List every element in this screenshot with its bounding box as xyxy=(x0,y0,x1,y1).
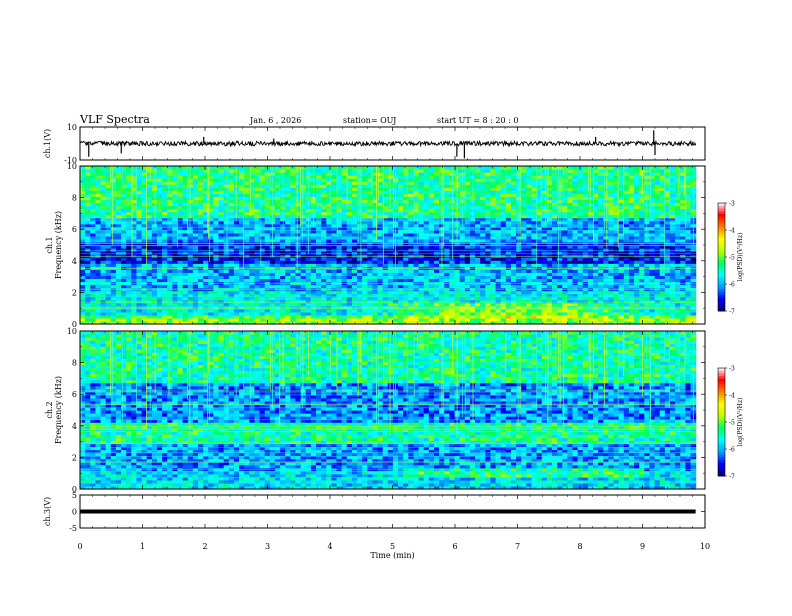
ch1-signal-trace xyxy=(80,141,696,145)
header-station: station= OUJ xyxy=(343,116,396,125)
header-date: Jan. 6 , 2026 xyxy=(249,116,301,125)
ch1-waveform-panel: ch.1(V)10-10 xyxy=(43,123,705,165)
plot-panels: ch.1(V)10-10-3-4-5-6-7log(PSD)(V²/Hz)Fre… xyxy=(43,123,744,560)
ch1-waveform-ylabel: ch.1(V) xyxy=(43,129,52,158)
figure-title: VLF Spectra xyxy=(79,113,150,126)
header-start-time: start UT = 8 : 20 : 0 xyxy=(437,116,518,125)
y-tick-label: 10 xyxy=(67,123,77,132)
